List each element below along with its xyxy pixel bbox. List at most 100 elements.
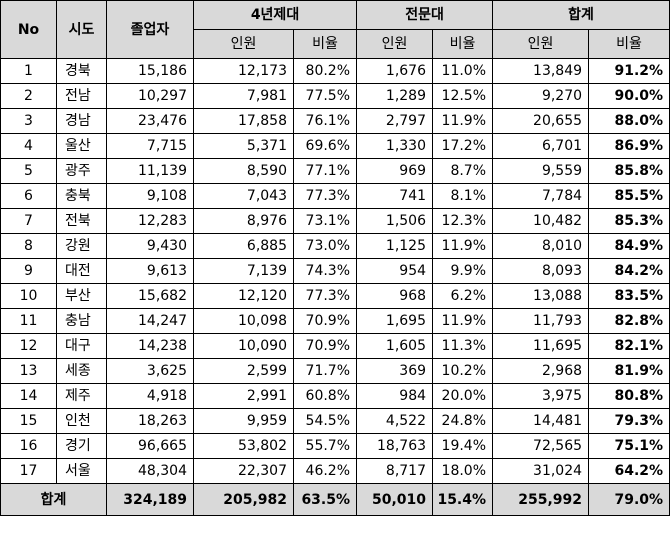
cell-total-ratio: 85.5% bbox=[588, 183, 670, 209]
cell-univ4-people: 10,098 bbox=[193, 308, 294, 334]
table-body: 1 경북 15,186 12,173 80.2% 1,676 11.0% 13,849 91.2… bbox=[0, 58, 670, 484]
cell-univ4-people: 22,307 bbox=[193, 458, 294, 484]
cell-college-people: 1,605 bbox=[356, 333, 434, 359]
cell-college-ratio: 18.0% bbox=[432, 458, 494, 484]
cell-graduates: 4,918 bbox=[106, 383, 194, 409]
table-row: 14 제주 4,918 2,991 60.8% 984 20.0% 3,975 80.8% bbox=[0, 383, 670, 409]
cell-total-people: 9,270 bbox=[492, 83, 590, 109]
cell-total-people: 9,559 bbox=[492, 158, 590, 184]
cell-total-ratio: 83.5% bbox=[588, 283, 670, 309]
cell-no: 8 bbox=[0, 233, 57, 259]
cell-college-ratio: 11.9% bbox=[432, 108, 494, 134]
cell-college-ratio: 6.2% bbox=[432, 283, 494, 309]
cell-college-ratio: 10.2% bbox=[432, 358, 494, 384]
cell-total-ratio: 82.8% bbox=[588, 308, 670, 334]
cell-graduates: 23,476 bbox=[106, 108, 194, 134]
cell-no: 4 bbox=[0, 133, 57, 159]
cell-college-people: 369 bbox=[356, 358, 434, 384]
cell-univ4-ratio: 55.7% bbox=[292, 433, 358, 459]
cell-college-ratio: 12.3% bbox=[432, 208, 494, 234]
cell-total-people: 8,093 bbox=[492, 258, 590, 284]
cell-college-ratio: 17.2% bbox=[432, 133, 494, 159]
table-row: 8 강원 9,430 6,885 73.0% 1,125 11.9% 8,010 84.9% bbox=[0, 233, 670, 259]
cell-college-people: 741 bbox=[356, 183, 434, 209]
cell-no: 7 bbox=[0, 208, 57, 234]
cell-univ4-people: 8,590 bbox=[193, 158, 294, 184]
cell-total-people: 14,481 bbox=[492, 408, 590, 434]
cell-region: 전남 bbox=[56, 83, 107, 109]
header-univ4: 4년제대 bbox=[192, 0, 358, 30]
cell-total-people: 13,849 bbox=[492, 58, 590, 84]
cell-total-ratio: 84.9% bbox=[588, 233, 670, 259]
cell-college-people: 4,522 bbox=[356, 408, 434, 434]
cell-graduates: 10,297 bbox=[106, 83, 194, 109]
total-ratio: 79.0% bbox=[588, 483, 670, 516]
cell-total-ratio: 79.3% bbox=[588, 408, 670, 434]
cell-univ4-people: 2,991 bbox=[193, 383, 294, 409]
cell-univ4-people: 17,858 bbox=[193, 108, 294, 134]
header-graduates: 졸업자 bbox=[106, 0, 194, 59]
cell-no: 1 bbox=[0, 58, 57, 84]
cell-graduates: 7,715 bbox=[106, 133, 194, 159]
cell-graduates: 14,247 bbox=[106, 308, 194, 334]
table-header: No 시도 졸업자 4년제대 전문대 합계 인원 비율 인원 비율 인원 비율 bbox=[0, 0, 670, 59]
cell-univ4-ratio: 77.3% bbox=[292, 283, 358, 309]
cell-univ4-ratio: 77.5% bbox=[292, 83, 358, 109]
cell-region: 서울 bbox=[56, 458, 107, 484]
cell-no: 6 bbox=[0, 183, 57, 209]
cell-college-people: 1,676 bbox=[356, 58, 434, 84]
cell-college-people: 18,763 bbox=[356, 433, 434, 459]
cell-total-people: 31,024 bbox=[492, 458, 590, 484]
cell-total-people: 7,784 bbox=[492, 183, 590, 209]
header-univ4-people: 인원 bbox=[193, 29, 294, 59]
cell-no: 15 bbox=[0, 408, 57, 434]
cell-total-ratio: 81.9% bbox=[588, 358, 670, 384]
cell-region: 대구 bbox=[56, 333, 107, 359]
cell-univ4-people: 12,173 bbox=[193, 58, 294, 84]
cell-univ4-ratio: 76.1% bbox=[292, 108, 358, 134]
cell-region: 충남 bbox=[56, 308, 107, 334]
cell-graduates: 9,613 bbox=[106, 258, 194, 284]
table-row: 3 경남 23,476 17,858 76.1% 2,797 11.9% 20,655 88.0… bbox=[0, 108, 670, 134]
header-total-people: 인원 bbox=[492, 29, 590, 59]
total-row: 합계 324,189 205,982 63.5% 50,010 15.4% 25… bbox=[0, 483, 670, 516]
table-row: 13 세종 3,625 2,599 71.7% 369 10.2% 2,968 81.9% bbox=[0, 358, 670, 384]
header-total-ratio: 비율 bbox=[588, 29, 670, 59]
cell-no: 10 bbox=[0, 283, 57, 309]
cell-college-ratio: 9.9% bbox=[432, 258, 494, 284]
cell-no: 9 bbox=[0, 258, 57, 284]
cell-univ4-ratio: 46.2% bbox=[292, 458, 358, 484]
table-row: 11 충남 14,247 10,098 70.9% 1,695 11.9% 11,793 82.… bbox=[0, 308, 670, 334]
cell-region: 전북 bbox=[56, 208, 107, 234]
cell-graduates: 18,263 bbox=[106, 408, 194, 434]
cell-college-ratio: 11.0% bbox=[432, 58, 494, 84]
cell-univ4-people: 7,139 bbox=[193, 258, 294, 284]
cell-no: 14 bbox=[0, 383, 57, 409]
cell-college-people: 2,797 bbox=[356, 108, 434, 134]
cell-college-ratio: 8.1% bbox=[432, 183, 494, 209]
cell-college-ratio: 19.4% bbox=[432, 433, 494, 459]
table-row: 7 전북 12,283 8,976 73.1% 1,506 12.3% 10,482 85.3% bbox=[0, 208, 670, 234]
cell-univ4-ratio: 77.1% bbox=[292, 158, 358, 184]
cell-univ4-ratio: 73.0% bbox=[292, 233, 358, 259]
cell-univ4-people: 6,885 bbox=[193, 233, 294, 259]
cell-total-people: 3,975 bbox=[492, 383, 590, 409]
cell-univ4-people: 53,802 bbox=[193, 433, 294, 459]
table-row: 9 대전 9,613 7,139 74.3% 954 9.9% 8,093 84.2% bbox=[0, 258, 670, 284]
total-graduates: 324,189 bbox=[106, 483, 194, 516]
cell-total-people: 2,968 bbox=[492, 358, 590, 384]
cell-total-people: 11,695 bbox=[492, 333, 590, 359]
table-row: 10 부산 15,682 12,120 77.3% 968 6.2% 13,088 83.5% bbox=[0, 283, 670, 309]
cell-total-ratio: 84.2% bbox=[588, 258, 670, 284]
cell-no: 16 bbox=[0, 433, 57, 459]
table-footer: 합계 324,189 205,982 63.5% 50,010 15.4% 25… bbox=[0, 483, 670, 516]
total-college-people: 50,010 bbox=[356, 483, 434, 516]
cell-univ4-people: 8,976 bbox=[193, 208, 294, 234]
cell-total-people: 11,793 bbox=[492, 308, 590, 334]
cell-graduates: 14,238 bbox=[106, 333, 194, 359]
cell-univ4-ratio: 69.6% bbox=[292, 133, 358, 159]
cell-total-people: 10,482 bbox=[492, 208, 590, 234]
cell-region: 세종 bbox=[56, 358, 107, 384]
graduate-employment-table: No 시도 졸업자 4년제대 전문대 합계 인원 비율 인원 비율 인원 비율 … bbox=[0, 0, 670, 516]
cell-univ4-ratio: 70.9% bbox=[292, 308, 358, 334]
